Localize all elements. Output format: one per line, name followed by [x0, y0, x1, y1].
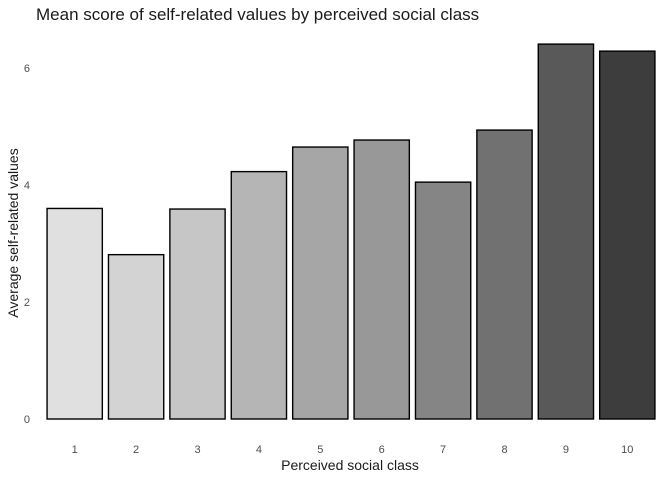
x-tick-label-8: 8	[501, 444, 507, 456]
bar-7	[414, 181, 472, 420]
x-tick-label-7: 7	[440, 444, 446, 456]
bar-8	[476, 129, 533, 420]
y-tick-label-0: 0	[24, 414, 30, 426]
x-tick-label-5: 5	[317, 444, 323, 456]
bar-10	[598, 50, 656, 420]
bar-1	[46, 207, 104, 420]
x-tick-label-2: 2	[133, 444, 139, 456]
bar-9	[537, 43, 595, 420]
x-tick-label-1: 1	[72, 444, 78, 456]
x-tick-label-4: 4	[256, 444, 262, 456]
y-axis: 0 2 4 6	[24, 63, 30, 426]
y-axis-title: Average self-related values	[5, 148, 21, 317]
bar-6	[353, 139, 411, 420]
bar-2	[107, 253, 165, 420]
x-tick-label-9: 9	[563, 444, 569, 456]
x-axis: 1 2 3 4 5 6 7 8 9 10	[72, 444, 634, 456]
y-tick-label-6: 6	[24, 63, 30, 75]
bars	[46, 43, 656, 420]
bar-5	[291, 146, 349, 420]
bar-3	[169, 208, 226, 420]
bar-4	[230, 170, 288, 420]
x-tick-label-10: 10	[621, 444, 633, 456]
x-tick-label-6: 6	[379, 444, 385, 456]
y-tick-label-2: 2	[24, 297, 30, 309]
y-tick-label-4: 4	[24, 180, 30, 192]
x-axis-title: Perceived social class	[281, 457, 419, 473]
x-tick-label-3: 3	[194, 444, 200, 456]
chart-title: Mean score of self-related values by per…	[36, 5, 479, 24]
